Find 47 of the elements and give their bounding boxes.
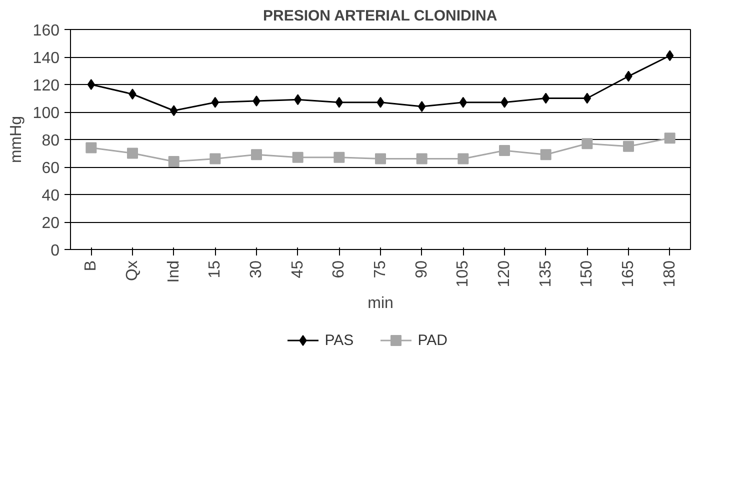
x-tick-label: 15 — [206, 260, 224, 278]
y-tick-label: 160 — [32, 22, 60, 40]
x-tick-label: 165 — [620, 260, 637, 288]
x-tick-label: B — [82, 260, 100, 272]
y-tick-label: 120 — [32, 78, 60, 94]
point — [540, 149, 552, 160]
x-tick-label: 45 — [289, 260, 306, 278]
point — [582, 138, 593, 150]
point — [210, 153, 221, 164]
point — [168, 156, 180, 167]
y-tick-label: 100 — [32, 105, 60, 122]
x-tick-label: 60 — [330, 260, 348, 278]
point — [623, 140, 634, 152]
x-tick-label: 120 — [496, 260, 513, 288]
x-tick-label: 105 — [454, 260, 472, 288]
y-axis-title: mmHg — [8, 116, 25, 164]
point — [251, 149, 262, 160]
point — [334, 152, 345, 163]
chart-title: PRESION ARTERIAL CLONIDINA — [263, 8, 498, 24]
point — [86, 142, 97, 154]
x-tick-label: 135 — [537, 260, 554, 288]
y-tick-label: 0 — [50, 242, 60, 260]
x-tick-label: 75 — [372, 260, 389, 278]
x-tick-label: Qx — [124, 260, 141, 281]
point — [458, 153, 469, 164]
point — [87, 79, 95, 90]
point — [664, 132, 676, 144]
x-tick-label: 30 — [248, 260, 265, 278]
point — [418, 101, 426, 112]
point — [499, 145, 510, 156]
y-tick-label: 80 — [42, 132, 60, 150]
point — [292, 152, 304, 163]
point — [127, 148, 138, 159]
y-tick-label: 40 — [42, 188, 60, 204]
x-tick-label: Ind — [165, 260, 182, 283]
y-tick-label: 20 — [42, 215, 60, 232]
point — [252, 96, 260, 106]
y-tick-label: 140 — [32, 50, 60, 67]
x-tick-label: 180 — [661, 260, 678, 288]
x-tick-label: 90 — [413, 260, 430, 278]
point — [416, 153, 428, 164]
y-tick-label: 60 — [42, 160, 60, 177]
legend-label: PAS — [324, 332, 354, 349]
x-axis-title: min — [368, 295, 394, 312]
point — [375, 153, 386, 164]
x-tick-label: 150 — [578, 260, 596, 288]
legend-label: PAD — [418, 332, 448, 349]
